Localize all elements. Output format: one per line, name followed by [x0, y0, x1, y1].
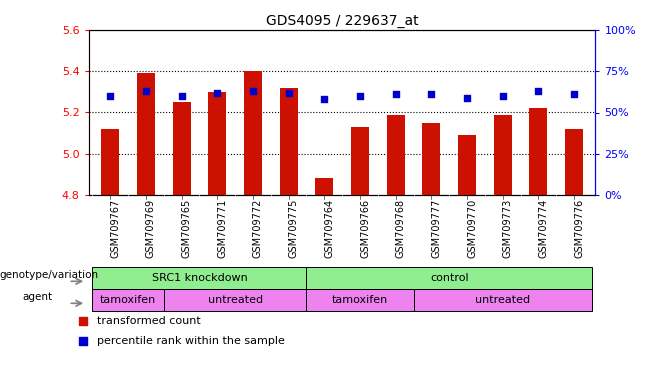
- Point: [247, 88, 258, 94]
- Text: SRC1 knockdown: SRC1 knockdown: [151, 273, 247, 283]
- Point: [141, 88, 151, 94]
- Point: [426, 91, 437, 98]
- Point: [569, 91, 579, 98]
- Point: [319, 96, 330, 103]
- Text: GSM709772: GSM709772: [253, 199, 263, 258]
- Point: [78, 318, 88, 324]
- Point: [284, 89, 294, 96]
- Bar: [92, 267, 307, 289]
- Text: tamoxifen: tamoxifen: [332, 295, 388, 305]
- Bar: [494, 114, 512, 195]
- Text: GSM709774: GSM709774: [538, 199, 548, 258]
- Text: GSM709766: GSM709766: [360, 199, 370, 258]
- Text: GSM709771: GSM709771: [217, 199, 227, 258]
- Point: [462, 94, 472, 101]
- Text: percentile rank within the sample: percentile rank within the sample: [97, 336, 285, 346]
- Point: [355, 93, 365, 99]
- Point: [390, 91, 401, 98]
- Bar: [307, 267, 592, 289]
- Bar: [565, 129, 583, 195]
- Text: transformed count: transformed count: [97, 316, 201, 326]
- Bar: [137, 73, 155, 195]
- Bar: [209, 92, 226, 195]
- Text: GSM709764: GSM709764: [324, 199, 334, 258]
- Text: GSM709769: GSM709769: [146, 199, 156, 258]
- Text: GSM709775: GSM709775: [289, 199, 299, 258]
- Point: [533, 88, 544, 94]
- Bar: [315, 179, 333, 195]
- Bar: [164, 289, 307, 311]
- Text: GSM709777: GSM709777: [432, 199, 442, 258]
- Point: [78, 338, 88, 344]
- Bar: [92, 289, 164, 311]
- Text: GSM709768: GSM709768: [395, 199, 406, 258]
- Text: untreated: untreated: [475, 295, 530, 305]
- Text: GSM709767: GSM709767: [111, 199, 120, 258]
- Bar: [413, 289, 592, 311]
- Bar: [458, 135, 476, 195]
- Bar: [244, 71, 262, 195]
- Bar: [101, 129, 119, 195]
- Bar: [530, 108, 547, 195]
- Point: [105, 93, 116, 99]
- Bar: [422, 123, 440, 195]
- Title: GDS4095 / 229637_at: GDS4095 / 229637_at: [266, 13, 418, 28]
- Text: control: control: [430, 273, 468, 283]
- Bar: [280, 88, 297, 195]
- Text: tamoxifen: tamoxifen: [100, 295, 156, 305]
- Text: GSM709765: GSM709765: [182, 199, 191, 258]
- Point: [212, 89, 222, 96]
- Bar: [307, 289, 413, 311]
- Text: GSM709773: GSM709773: [503, 199, 513, 258]
- Point: [176, 93, 187, 99]
- Text: genotype/variation: genotype/variation: [0, 270, 99, 280]
- Text: untreated: untreated: [207, 295, 263, 305]
- Text: agent: agent: [22, 292, 53, 302]
- Bar: [387, 114, 405, 195]
- Bar: [172, 102, 191, 195]
- Text: GSM709776: GSM709776: [574, 199, 584, 258]
- Text: GSM709770: GSM709770: [467, 199, 477, 258]
- Point: [497, 93, 508, 99]
- Bar: [351, 127, 369, 195]
